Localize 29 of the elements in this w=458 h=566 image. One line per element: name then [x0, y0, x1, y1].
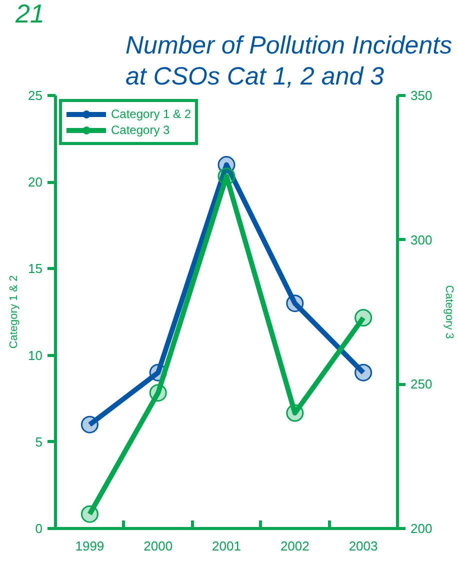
point	[354, 309, 372, 327]
y2-tick-label: 250	[410, 376, 432, 392]
point	[286, 404, 304, 422]
point	[218, 168, 236, 186]
x-tick-label: 2002	[280, 538, 310, 554]
point	[80, 416, 98, 434]
y-tick-label: 20	[28, 174, 43, 190]
y-tick-label: 25	[28, 88, 43, 103]
y-tick-label: 5	[35, 434, 43, 450]
x-tick-label: 1999	[75, 538, 104, 554]
y-axis-title: Category 1 & 2	[8, 275, 20, 349]
y-tick-label: 0	[35, 521, 43, 536]
x-tick-label: 2000	[144, 538, 173, 554]
x-tick-label: 2003	[348, 538, 378, 554]
y-tick-label: 15	[28, 261, 43, 276]
text: 21	[14, 0, 44, 28]
y-tick-label: 10	[28, 348, 43, 363]
y2-tick-label: 300	[410, 232, 432, 248]
point	[149, 384, 167, 402]
point	[80, 505, 98, 523]
y2-tick-label: 200	[410, 521, 432, 536]
chart-title: Number of Pollution Incidents at CSOs Cat 1, 2 and 3	[126, 32, 452, 90]
legend-label: Category 1 & 2	[111, 106, 192, 122]
point	[354, 364, 372, 382]
y2-axis-title: Category 3	[443, 285, 456, 339]
legend-label: Category 3	[111, 122, 170, 138]
y2-tick-label: 350	[410, 88, 432, 103]
x-tick-label: 2001	[212, 538, 241, 554]
point	[286, 294, 304, 312]
